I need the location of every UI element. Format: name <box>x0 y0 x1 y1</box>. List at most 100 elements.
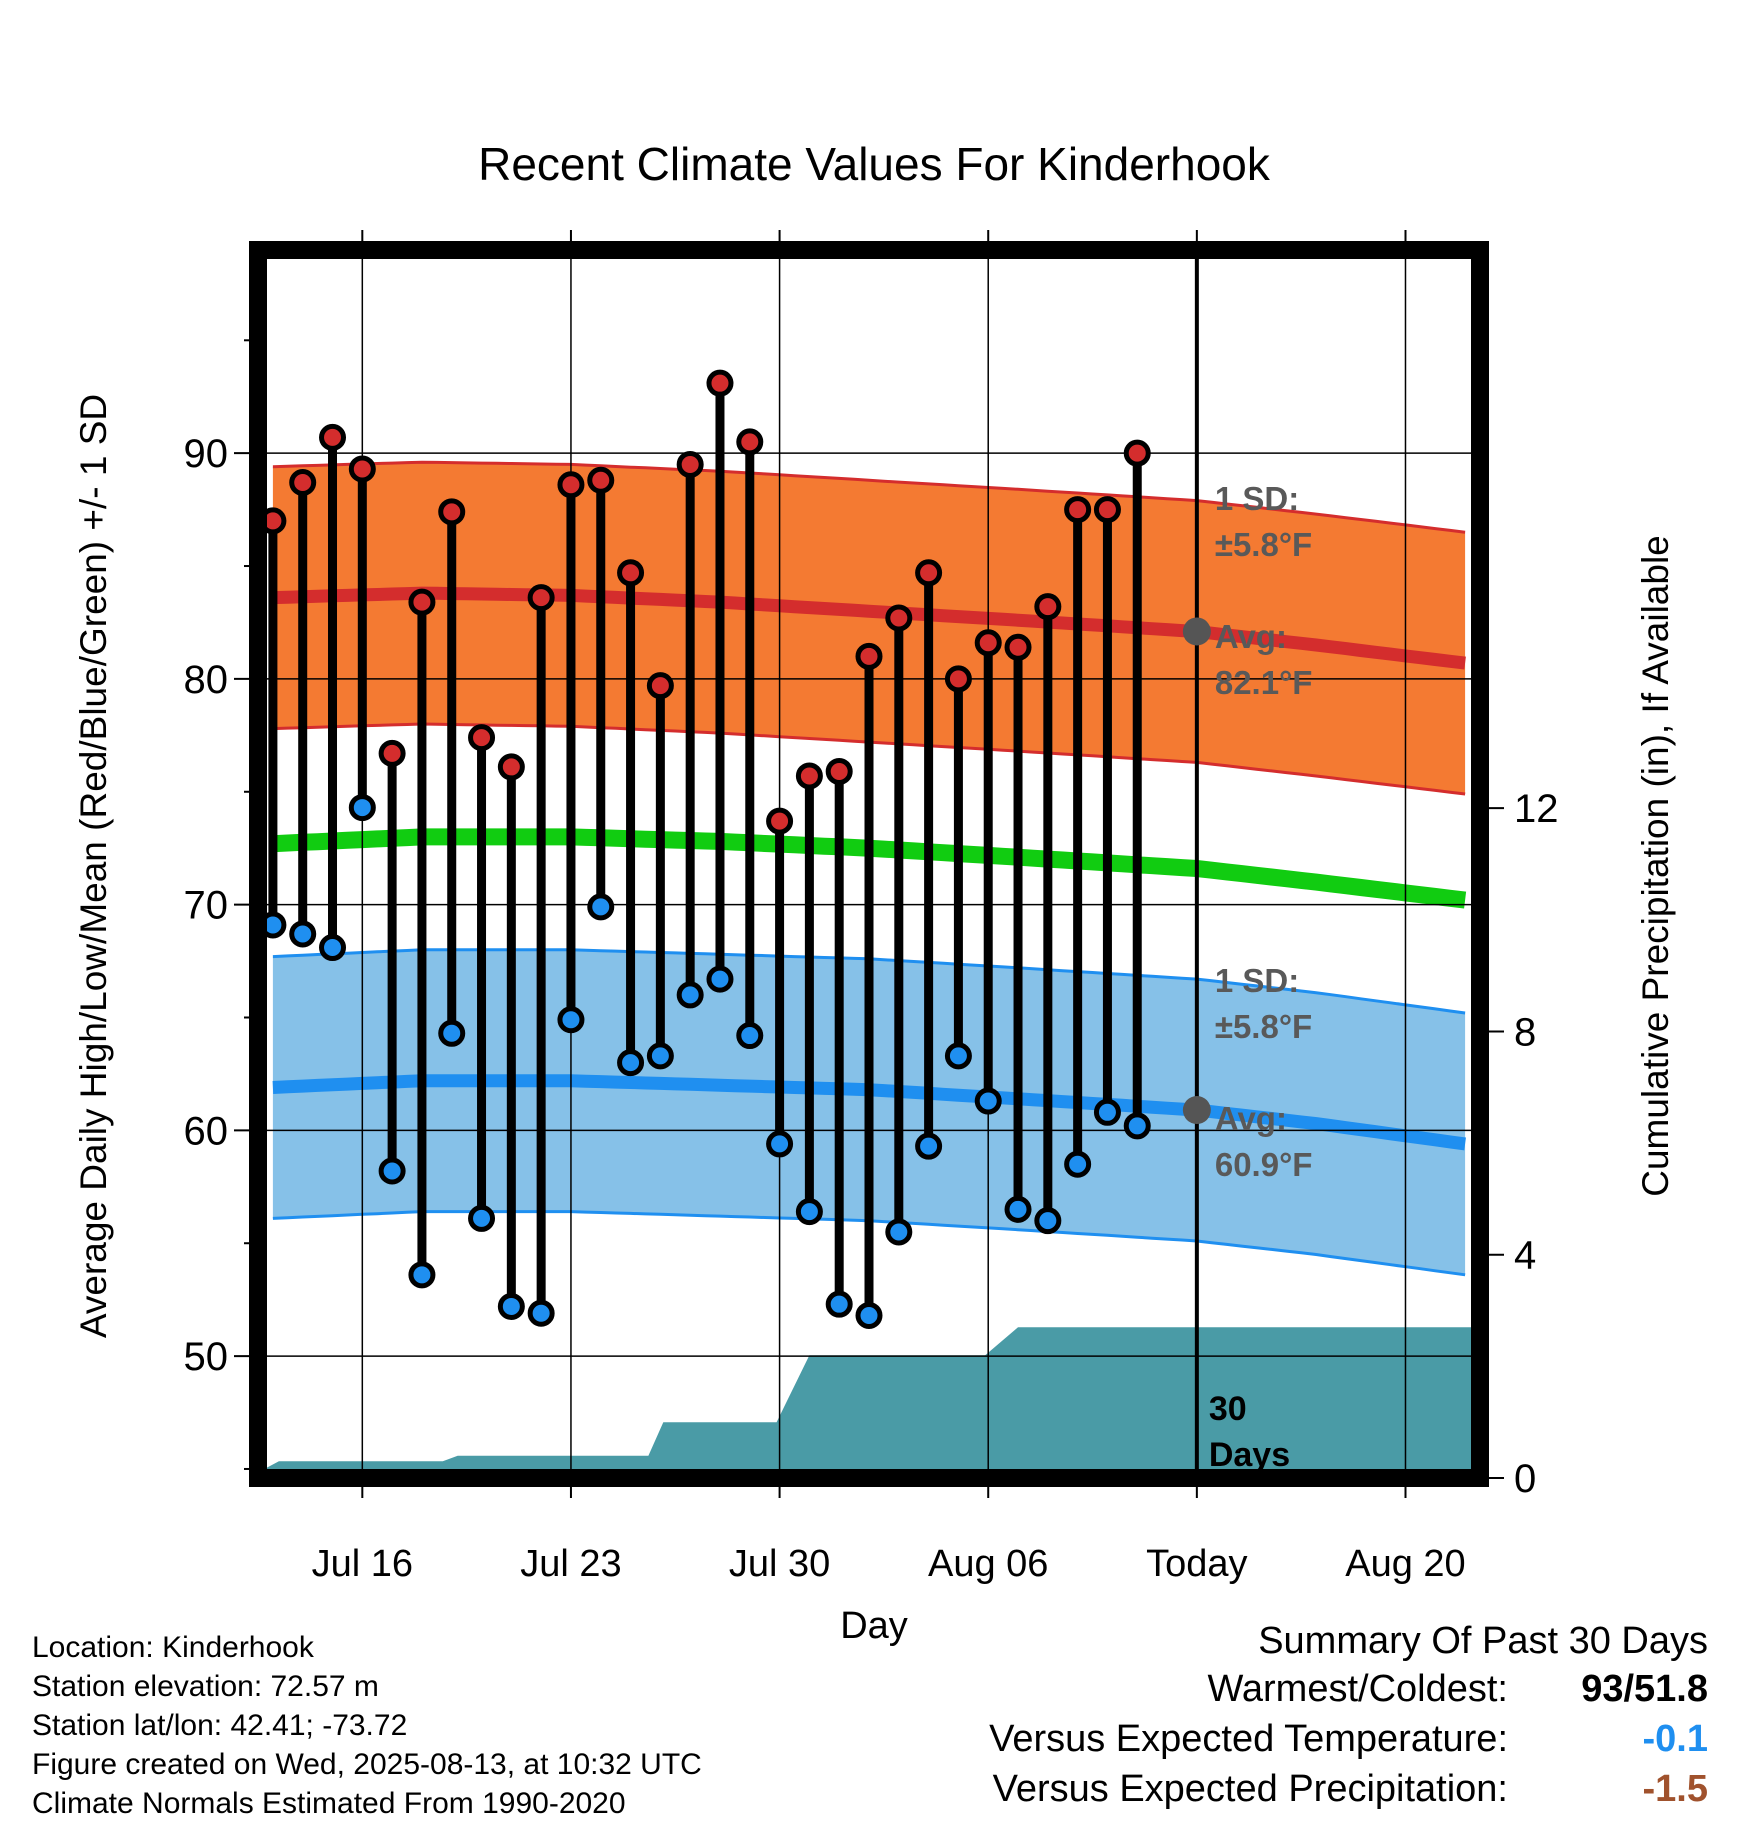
daily-high-point <box>348 455 376 483</box>
daily-low-point <box>557 1006 585 1034</box>
daily-low-point <box>646 1042 674 1070</box>
y-right-tick-label: 12 <box>1514 787 1559 831</box>
daily-low-point <box>1123 1112 1151 1140</box>
high-avg-value: 82.1°F <box>1215 664 1313 701</box>
daily-low-point <box>378 1157 406 1185</box>
y-left-tick-label: 50 <box>184 1335 229 1379</box>
temp-value: -0.1 <box>1642 1718 1708 1760</box>
y-axis-label-right: Cumulative Precipitation (in), If Availa… <box>1635 535 1676 1197</box>
daily-low-point <box>944 1042 972 1070</box>
daily-low-point <box>348 794 376 822</box>
x-tick-label: Jul 16 <box>312 1543 413 1585</box>
daily-low-point <box>617 1049 645 1077</box>
latlon-text: Station lat/lon: 42.41; -73.72 <box>32 1709 408 1742</box>
summary-precip-row: Versus Expected Precipitation: -1.5 <box>989 1768 1708 1818</box>
daily-low-point <box>1034 1207 1062 1235</box>
daily-high-point <box>468 724 496 752</box>
y-left-tick-label: 70 <box>184 884 229 928</box>
y-left-tick-label: 90 <box>184 432 229 476</box>
daily-high-point <box>438 498 466 526</box>
summary-temp-row: Versus Expected Temperature: -0.1 <box>989 1718 1708 1768</box>
daily-low-point <box>319 934 347 962</box>
daily-high-point <box>1034 593 1062 621</box>
low-avg-value: 60.9°F <box>1215 1146 1313 1183</box>
daily-high-point <box>736 428 764 456</box>
plot-frame <box>249 241 1489 1487</box>
low-sd-label: 1 SD: <box>1215 962 1299 999</box>
daily-high-point <box>617 559 645 587</box>
daily-low-point <box>706 965 734 993</box>
precipitation-area <box>258 1327 1480 1478</box>
daily-low-point <box>1004 1195 1032 1223</box>
low-sd-value: ±5.8°F <box>1215 1008 1312 1045</box>
x-tick-label: Jul 23 <box>520 1543 621 1585</box>
high-sd-value: ±5.8°F <box>1215 526 1312 563</box>
low-avg-label: Avg: <box>1215 1100 1287 1137</box>
plot-area: 1 SD: ±5.8°F Avg: 82.1°F 1 SD: ±5.8°F Avg: 60.9… <box>184 230 1559 1585</box>
daily-low-point <box>289 920 317 948</box>
today-high-avg-dot <box>1182 617 1211 646</box>
daily-low-point <box>468 1204 496 1232</box>
daily-high-point <box>855 642 883 670</box>
daily-high-point <box>974 629 1002 657</box>
daily-low-point <box>885 1218 913 1246</box>
y-right-tick-label: 4 <box>1514 1234 1536 1278</box>
daily-high-point <box>527 584 555 612</box>
today-low-avg-dot <box>1182 1096 1211 1125</box>
daily-high-point <box>795 762 823 790</box>
normal-high-line <box>272 586 1466 670</box>
daily-low-point <box>1093 1098 1121 1126</box>
daily-low-point <box>855 1301 883 1329</box>
daily-low-point <box>587 893 615 921</box>
daily-low-point <box>974 1087 1002 1115</box>
daily-high-point <box>885 604 913 632</box>
x-tick-label: Aug 20 <box>1345 1543 1465 1585</box>
daily-low-point <box>915 1132 943 1160</box>
daily-high-point <box>1123 439 1151 467</box>
daily-high-point <box>915 559 943 587</box>
daily-high-point <box>706 369 734 397</box>
daily-high-point <box>1064 496 1092 524</box>
x-tick-label: Jul 30 <box>729 1543 830 1585</box>
daily-high-point <box>319 423 347 451</box>
x-axis-label: Day <box>840 1605 908 1647</box>
temp-label: Versus Expected Temperature: <box>989 1718 1508 1760</box>
daily-low-point <box>497 1292 525 1320</box>
precip-value: -1.5 <box>1642 1768 1708 1810</box>
y-axis-label-left: Average Daily High/Low/Mean (Red/Blue/Gr… <box>73 394 114 1338</box>
warmest-value: 93/51.8 <box>1581 1668 1708 1710</box>
daily-low-point <box>438 1019 466 1047</box>
high-avg-label: Avg: <box>1215 618 1287 655</box>
days-word-label: Days <box>1209 1436 1290 1474</box>
y-right-tick-label: 0 <box>1514 1457 1536 1501</box>
daily-low-point <box>825 1290 853 1318</box>
high-sd-label: 1 SD: <box>1215 480 1299 517</box>
daily-low-point <box>795 1198 823 1226</box>
warmest-label: Warmest/Coldest: <box>1207 1668 1508 1710</box>
summary-panel: Summary Of Past 30 Days Warmest/Coldest:… <box>989 1620 1708 1818</box>
daily-high-point <box>1093 496 1121 524</box>
created-text: Figure created on Wed, 2025-08-13, at 10… <box>32 1748 702 1781</box>
y-right-tick-label: 8 <box>1514 1010 1536 1054</box>
daily-high-point <box>408 588 436 616</box>
daily-high-point <box>557 471 585 499</box>
days-count-label: 30 <box>1209 1390 1247 1428</box>
daily-low-point <box>527 1299 555 1327</box>
location-text: Location: Kinderhook <box>32 1631 314 1664</box>
daily-low-point <box>408 1261 436 1289</box>
daily-high-point <box>646 672 674 700</box>
summary-warmest-row: Warmest/Coldest: 93/51.8 <box>989 1668 1708 1718</box>
daily-high-point <box>587 466 615 494</box>
daily-high-point <box>1004 633 1032 661</box>
daily-high-point <box>825 757 853 785</box>
plot-content: 1 SD: ±5.8°F Avg: 82.1°F 1 SD: ±5.8°F Avg: 60.9… <box>258 250 1480 1478</box>
daily-high-point <box>378 739 406 767</box>
daily-high-point <box>766 807 794 835</box>
station-info: Location: Kinderhook Station elevation: … <box>32 1628 702 1823</box>
daily-high-point <box>676 450 704 478</box>
chart-title: Recent Climate Values For Kinderhook <box>478 138 1271 190</box>
x-tick-label: Aug 06 <box>928 1543 1048 1585</box>
daily-high-point <box>289 469 317 497</box>
normals-text: Climate Normals Estimated From 1990-2020 <box>32 1787 626 1820</box>
